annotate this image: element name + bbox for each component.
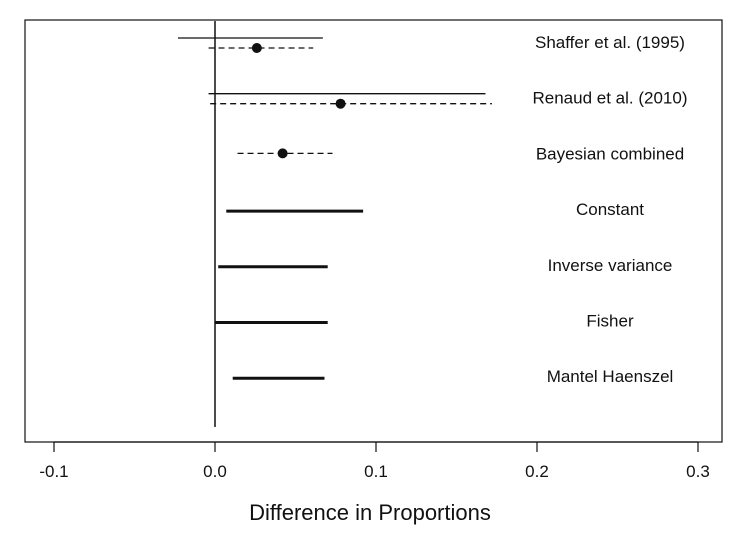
row-label: Renaud et al. (2010) [533, 89, 688, 108]
forest-row: Renaud et al. (2010) [208, 89, 688, 109]
row-label: Inverse variance [548, 256, 673, 275]
x-axis-label: Difference in Proportions [249, 500, 491, 525]
row-label: Bayesian combined [536, 144, 684, 163]
forest-row: Inverse variance [218, 256, 672, 275]
forest-row: Fisher [215, 312, 634, 331]
x-tick-label: 0.3 [686, 462, 710, 481]
forest-row: Mantel Haenszel [232, 367, 674, 386]
forest-row: Bayesian combined [237, 144, 684, 163]
row-label: Shaffer et al. (1995) [535, 33, 685, 52]
point-estimate [251, 43, 262, 53]
forest-row: Constant [226, 200, 644, 219]
x-tick-label: 0.0 [203, 462, 227, 481]
x-tick-label: 0.2 [525, 462, 549, 481]
x-tick-label: -0.1 [39, 462, 68, 481]
forest-rows: Shaffer et al. (1995) Renaud et al. (2010… [177, 33, 688, 386]
point-estimate [335, 98, 346, 109]
forest-row: Shaffer et al. (1995) [177, 33, 685, 53]
row-label: Mantel Haenszel [547, 367, 674, 386]
row-label: Constant [576, 200, 644, 219]
row-label: Fisher [586, 312, 634, 331]
point-estimate [277, 148, 288, 159]
x-axis: -0.1 0.0 0.1 0.2 0.3 [39, 441, 710, 481]
x-tick-label: 0.1 [364, 462, 388, 481]
